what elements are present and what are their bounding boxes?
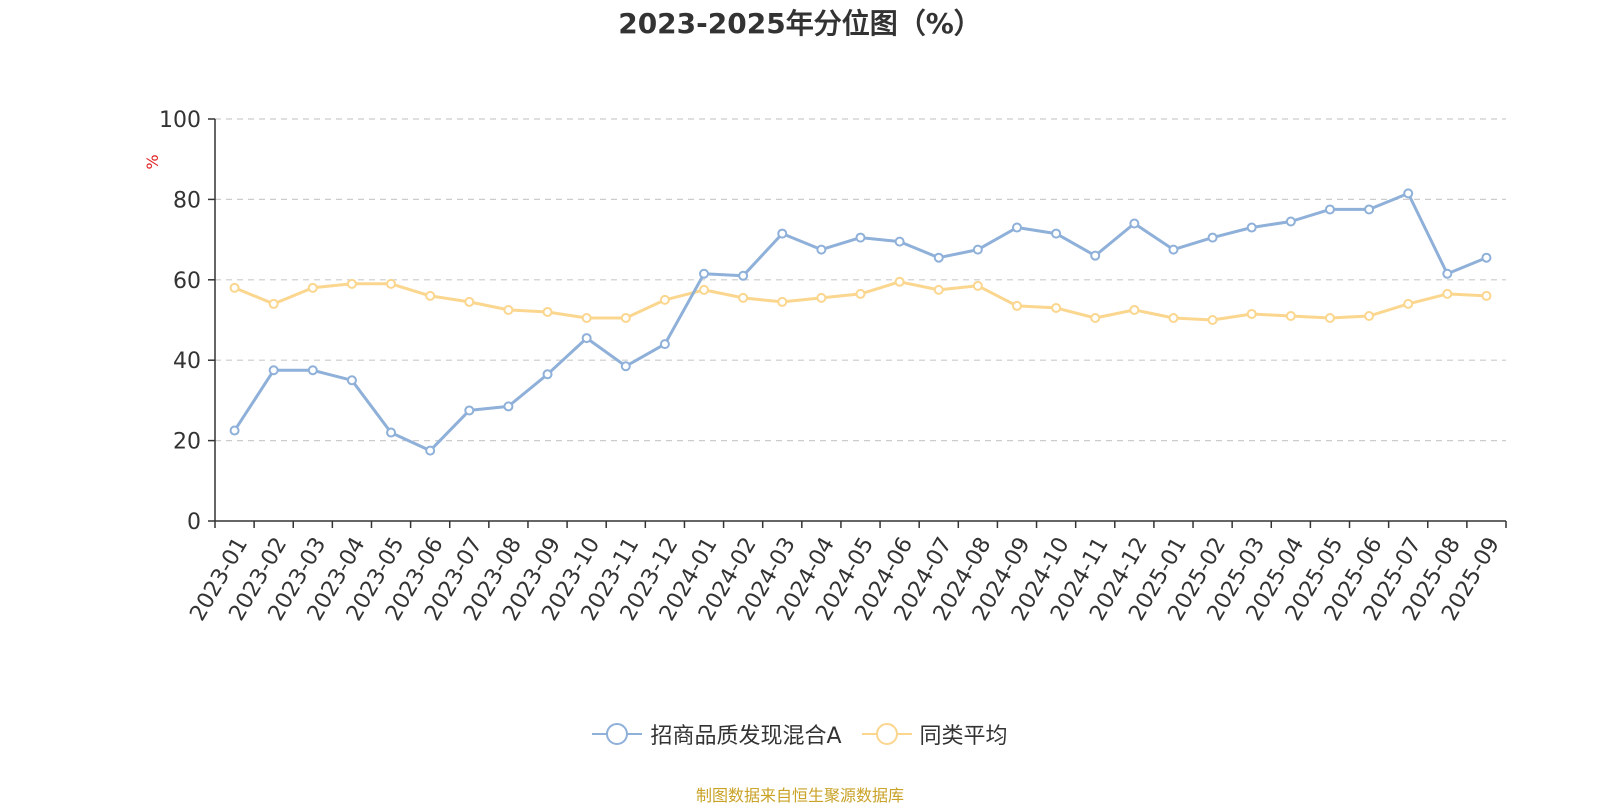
data-point xyxy=(972,244,983,255)
data-point xyxy=(777,296,788,307)
data-point xyxy=(1403,298,1414,309)
data-point xyxy=(1051,228,1062,239)
data-point xyxy=(1324,312,1335,323)
data-point xyxy=(542,369,553,380)
y-tick-label: 80 xyxy=(173,188,201,213)
series-2 xyxy=(229,276,1492,325)
data-point xyxy=(464,296,475,307)
data-point xyxy=(1129,218,1140,229)
data-point xyxy=(1246,308,1257,319)
series-line xyxy=(234,280,1487,322)
y-axis-label: % xyxy=(143,154,162,169)
data-point xyxy=(1011,300,1022,311)
data-point xyxy=(1246,222,1257,233)
data-point xyxy=(581,312,592,323)
legend-marker-circle xyxy=(606,723,629,745)
data-point xyxy=(386,427,397,438)
data-point xyxy=(346,278,357,289)
y-tick-label: 40 xyxy=(173,349,201,374)
series-line xyxy=(233,191,1487,453)
data-point xyxy=(307,365,318,376)
data-point xyxy=(1364,204,1375,215)
data-point xyxy=(229,282,240,293)
data-point xyxy=(894,276,905,287)
data-point xyxy=(1207,232,1218,243)
data-point xyxy=(1403,188,1414,199)
x-tick-labels: 2023-012023-022023-032023-042023-052023-… xyxy=(185,533,1504,625)
data-point xyxy=(1481,290,1492,301)
data-point xyxy=(1324,204,1335,215)
data-point xyxy=(1207,315,1218,325)
data-point xyxy=(1168,244,1179,255)
legend-marker-icon xyxy=(592,723,643,745)
data-point xyxy=(933,252,944,263)
legend-label: 招商品质发现混合A xyxy=(650,724,842,749)
data-point xyxy=(816,292,827,303)
data-point xyxy=(1285,216,1296,227)
data-point xyxy=(777,228,788,239)
data-point xyxy=(1090,250,1101,261)
y-tick-label: 0 xyxy=(187,510,201,535)
y-tick-label: 100 xyxy=(159,108,201,133)
data-point xyxy=(1442,268,1453,279)
data-point xyxy=(581,333,592,344)
legend-item[interactable]: 招商品质发现混合A xyxy=(592,718,842,750)
data-point xyxy=(307,282,318,293)
data-point xyxy=(738,292,749,303)
data-point xyxy=(738,270,749,281)
data-point xyxy=(464,405,475,416)
series-1 xyxy=(229,188,1492,456)
data-point xyxy=(268,365,279,376)
series xyxy=(229,188,1492,456)
legend-label: 同类平均 xyxy=(919,724,1008,749)
legend-item[interactable]: 同类平均 xyxy=(861,718,1008,750)
legend-marker-icon xyxy=(861,723,912,745)
data-point xyxy=(346,375,357,386)
y-tick-label: 20 xyxy=(173,430,201,455)
axes xyxy=(208,118,1507,528)
data-point xyxy=(425,290,436,301)
y-tick-labels: 0 20 40 60 80 100 xyxy=(159,108,201,535)
data-point xyxy=(1168,312,1179,323)
data-point xyxy=(542,306,553,317)
data-point xyxy=(268,298,279,309)
y-tick-label: 60 xyxy=(173,269,201,294)
data-point xyxy=(659,294,670,305)
data-point xyxy=(1090,312,1101,323)
data-point xyxy=(894,236,905,247)
legend-marker-circle xyxy=(875,723,898,745)
data-point xyxy=(503,304,514,315)
chart-title: 2023-2025年分位图（%） xyxy=(618,7,982,40)
data-point xyxy=(1011,222,1022,233)
data-point xyxy=(503,401,514,412)
data-point xyxy=(659,339,670,350)
data-point xyxy=(386,278,397,289)
data-point xyxy=(855,288,866,299)
data-point xyxy=(699,268,710,279)
data-point xyxy=(972,280,983,291)
data-point xyxy=(933,284,944,295)
source-note: 制图数据来自恒生聚源数据库 xyxy=(695,786,904,805)
data-point xyxy=(620,312,631,323)
data-point xyxy=(816,244,827,255)
data-point xyxy=(620,361,631,372)
data-point xyxy=(855,232,866,243)
data-point xyxy=(1129,304,1140,315)
legend: 招商品质发现混合A 同类平均 xyxy=(0,718,1600,753)
data-point xyxy=(1051,302,1062,313)
grid-lines xyxy=(215,118,1506,442)
data-point xyxy=(1364,310,1375,321)
data-point xyxy=(229,425,240,436)
data-point xyxy=(1481,252,1492,263)
data-point xyxy=(1442,288,1453,299)
data-point xyxy=(1285,310,1296,321)
data-point xyxy=(425,445,436,456)
data-point xyxy=(699,284,710,295)
